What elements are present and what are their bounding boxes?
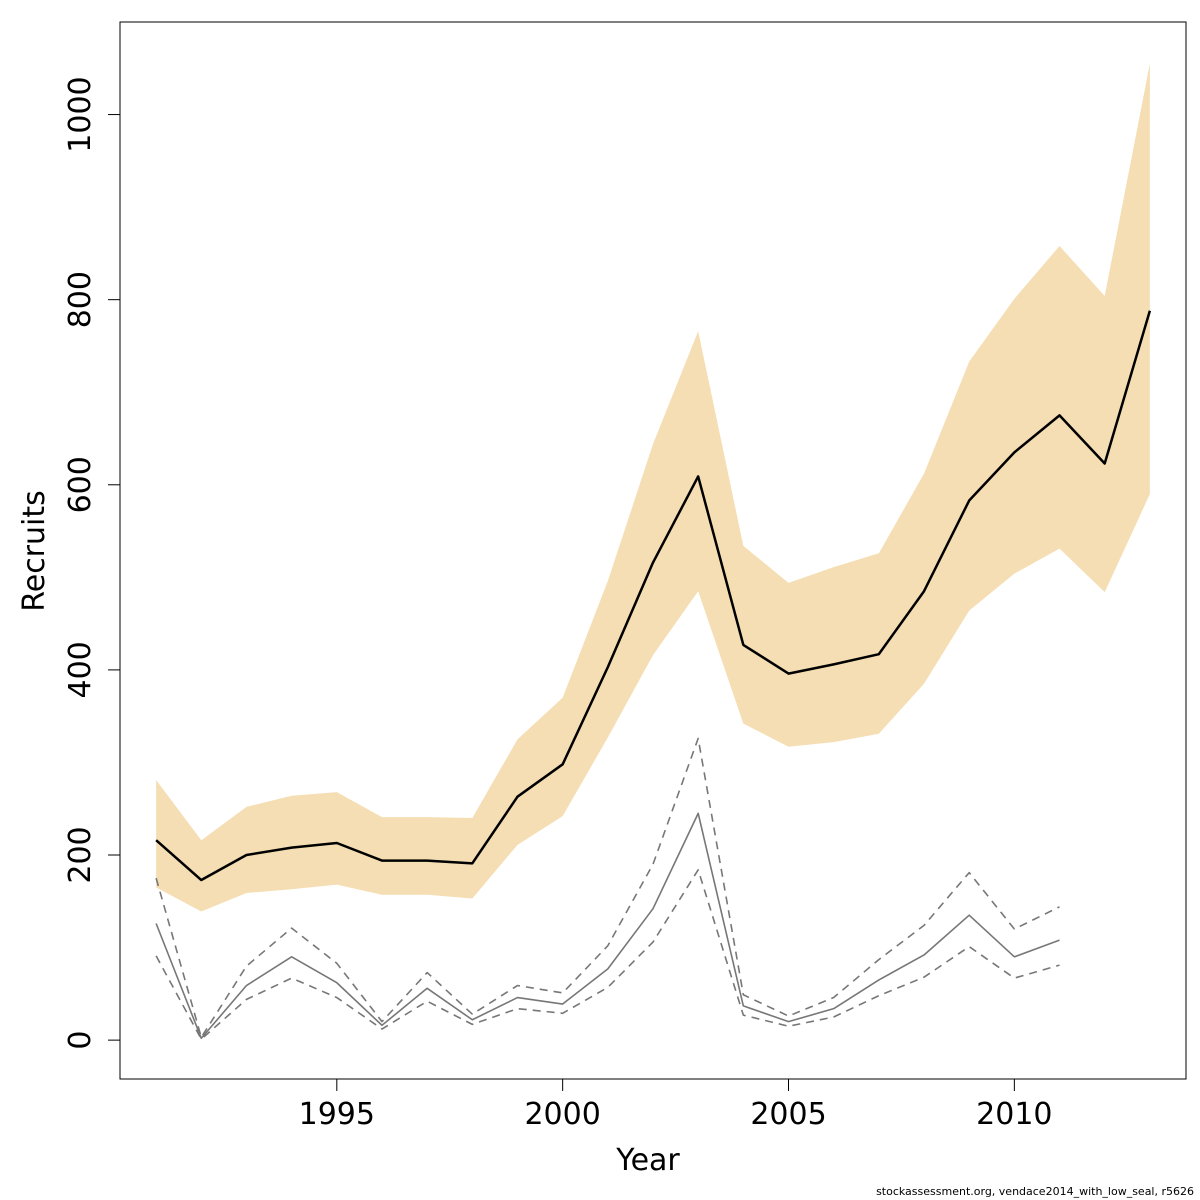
x-tick-label: 2010 — [976, 1097, 1052, 1132]
x-tick-label: 2000 — [524, 1097, 600, 1132]
y-tick-label: 200 — [63, 826, 98, 883]
y-tick-label: 800 — [63, 271, 98, 328]
confidence-band-layer — [156, 63, 1150, 912]
x-axis-title: Year — [615, 1143, 680, 1178]
y-tick-label: 1000 — [63, 76, 98, 152]
x-axis: 1995 2000 2005 2010 — [299, 1078, 1053, 1132]
x-tick-label: 1995 — [299, 1097, 375, 1132]
x-tick-label: 2005 — [750, 1097, 826, 1132]
y-tick-label: 400 — [63, 641, 98, 698]
y-tick-label: 0 — [63, 1031, 98, 1050]
estimate-line — [155, 310, 1152, 882]
confidence-band — [156, 63, 1150, 912]
previous-estimate-line — [155, 812, 1060, 1040]
y-axis-title: Recruits — [17, 490, 52, 612]
series-line-layer — [155, 310, 1152, 1041]
previous-upper-line — [155, 737, 1060, 1039]
footer-note: stockassessment.org, vendace2014_with_lo… — [876, 1185, 1194, 1198]
y-axis: 0 200 400 600 800 1000 — [63, 76, 121, 1050]
y-tick-label: 600 — [63, 456, 98, 513]
